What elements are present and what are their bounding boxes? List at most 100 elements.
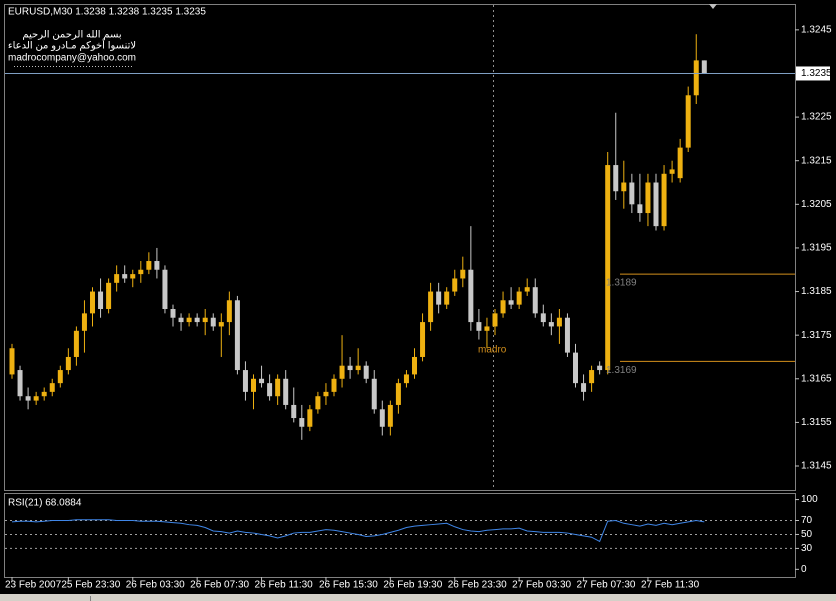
- candle-body: [581, 383, 587, 392]
- candle-body: [307, 409, 313, 427]
- candle-body: [484, 326, 490, 331]
- candle-body: [122, 274, 128, 279]
- candle-body: [363, 365, 369, 379]
- y-tick-label: 100: [801, 494, 818, 505]
- candle-body: [130, 274, 136, 279]
- candle-body: [315, 396, 321, 410]
- y-tick-label: 1.3205: [801, 199, 832, 210]
- x-tick-label: 25 Feb 23:30: [61, 580, 120, 591]
- current-price-box: [796, 66, 830, 81]
- x-tick-label: 26 Feb 03:30: [126, 580, 185, 591]
- candle-body: [460, 269, 466, 279]
- candle-body: [186, 317, 192, 323]
- candle-body: [323, 391, 329, 397]
- x-tick-label: 26 Feb 11:30: [255, 580, 314, 591]
- candle-body: [436, 291, 442, 305]
- candle-body: [645, 182, 651, 214]
- candle-body: [420, 322, 426, 357]
- candle-body: [395, 383, 401, 405]
- y-tick-label: 0: [801, 564, 807, 575]
- y-tick-label: 50: [801, 529, 813, 540]
- candle-body: [33, 396, 39, 401]
- rsi-line: [11, 519, 705, 543]
- candle-body: [637, 204, 643, 214]
- candle-body: [41, 391, 47, 397]
- candle-body: [387, 404, 393, 427]
- x-tick-label: 26 Feb 23:30: [448, 580, 507, 591]
- candle-body: [524, 287, 530, 292]
- annotation: madro: [478, 345, 507, 356]
- candle-body: [613, 165, 619, 192]
- candle-body: [339, 365, 345, 379]
- candle-body: [629, 182, 635, 205]
- candle-body: [114, 274, 120, 283]
- y-tick-label: 1.3175: [801, 330, 832, 341]
- candle-body: [500, 300, 506, 314]
- candle-body: [234, 300, 240, 371]
- candle-body: [251, 378, 256, 392]
- level-label: 1.3189: [606, 278, 637, 289]
- candle-body: [589, 370, 595, 384]
- candle-body: [677, 147, 683, 179]
- candle-body: [693, 60, 699, 96]
- rsi-title: RSI(21) 68.0884: [8, 498, 82, 509]
- candle-body: [210, 317, 216, 327]
- candle-body: [259, 378, 265, 384]
- candle-body: [476, 322, 482, 331]
- candle-body: [653, 182, 659, 227]
- candle-body: [154, 261, 160, 270]
- candle-body: [508, 300, 514, 305]
- candle-body: [379, 409, 385, 427]
- rsi-panel: [4, 493, 796, 578]
- candle-body: [573, 352, 578, 384]
- candle-body: [685, 95, 691, 148]
- shift-marker: [709, 4, 717, 9]
- candle-body: [9, 348, 15, 375]
- candle-body: [621, 182, 627, 192]
- x-tick-label: 23 Feb 2007: [5, 580, 62, 591]
- candle-body: [226, 300, 232, 323]
- candle-body: [218, 322, 224, 327]
- candle-body: [371, 378, 377, 410]
- candle-body: [331, 378, 337, 392]
- candle-body: [347, 365, 353, 371]
- candle-body: [403, 374, 409, 384]
- candle-body: [291, 404, 297, 419]
- y-tick-label: 1.3185: [801, 286, 832, 297]
- candle-body: [57, 370, 63, 384]
- candle-body: [106, 282, 112, 309]
- candle-body: [194, 317, 200, 323]
- candle-body: [444, 291, 450, 305]
- candle-body: [242, 370, 248, 392]
- x-tick-label: 26 Feb 15:30: [319, 580, 378, 591]
- candle-body: [299, 418, 305, 427]
- candle-body: [275, 378, 281, 397]
- candle-body: [355, 365, 361, 371]
- candle-body: [412, 356, 417, 375]
- candle-body: [138, 269, 144, 275]
- y-tick-label: 70: [801, 515, 813, 526]
- candle-body: [492, 313, 498, 327]
- y-tick-label: 1.3155: [801, 417, 832, 428]
- candle-body: [532, 287, 538, 314]
- candle-body: [452, 278, 458, 292]
- price-panel: [4, 4, 796, 491]
- candle-body: [468, 269, 474, 323]
- level-label: 1.3169: [606, 365, 637, 376]
- candle-body: [428, 291, 434, 323]
- y-tick-label: 1.3245: [801, 25, 832, 36]
- y-tick-label: 1.3165: [801, 373, 832, 384]
- x-tick-label: 26 Feb 19:30: [383, 580, 442, 591]
- chart-title: EURUSD,M30 1.3238 1.3238 1.3235 1.3235: [8, 7, 206, 18]
- candle-body: [267, 383, 273, 397]
- x-tick-label: 27 Feb 07:30: [577, 580, 636, 591]
- note-email: madrocompany@yahoo.com: [8, 53, 136, 64]
- candle-body: [17, 370, 23, 397]
- candle-body: [65, 356, 71, 371]
- note-line: لاتنسوا أخوكم مـادرو من الدعاء: [8, 39, 136, 52]
- candle-body: [98, 291, 104, 309]
- x-tick-label: 26 Feb 07:30: [190, 580, 249, 591]
- candle-body: [564, 317, 570, 353]
